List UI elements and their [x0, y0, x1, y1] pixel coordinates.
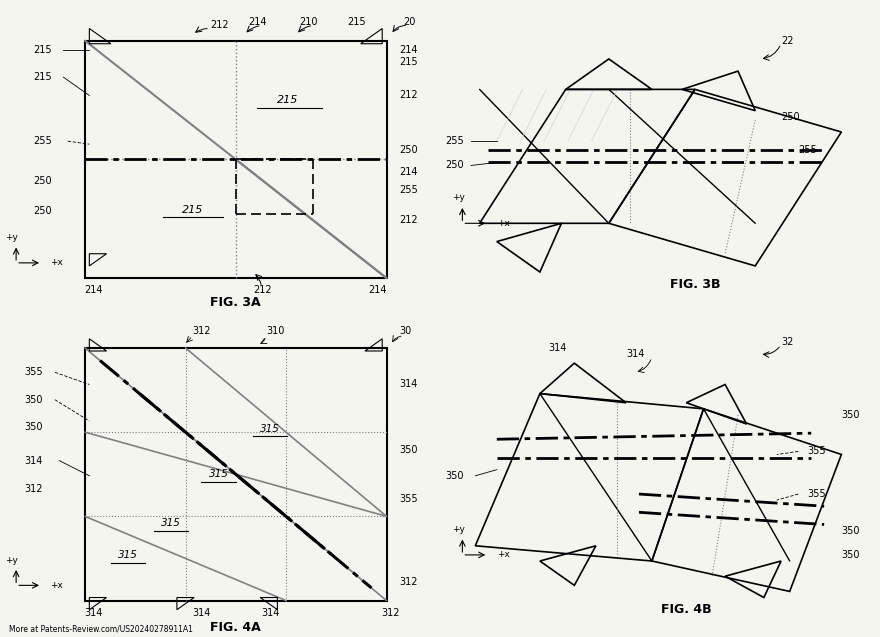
Text: 215: 215 — [182, 204, 203, 215]
Text: 212: 212 — [210, 20, 229, 31]
Text: 32: 32 — [781, 337, 794, 347]
Bar — [85, 41, 386, 278]
Text: 215: 215 — [33, 72, 52, 82]
Text: 210: 210 — [300, 17, 319, 27]
Text: +x: +x — [50, 259, 63, 268]
Text: 250: 250 — [781, 111, 800, 122]
Text: FIG. 4B: FIG. 4B — [661, 603, 712, 616]
Text: 212: 212 — [253, 285, 272, 296]
Text: 312: 312 — [193, 326, 211, 336]
Text: 214: 214 — [400, 166, 418, 176]
Text: 355: 355 — [25, 368, 43, 377]
Text: 355: 355 — [807, 447, 825, 457]
Text: 212: 212 — [400, 215, 418, 225]
Text: +y: +y — [451, 525, 465, 534]
Text: +y: +y — [5, 555, 18, 564]
Text: 312: 312 — [400, 577, 418, 587]
Text: 250: 250 — [400, 145, 418, 155]
Text: 315: 315 — [209, 469, 229, 479]
Text: 314: 314 — [84, 608, 103, 618]
Text: 20: 20 — [404, 17, 416, 27]
Text: 350: 350 — [25, 395, 43, 404]
Text: 250: 250 — [33, 206, 52, 216]
Text: FIG. 4A: FIG. 4A — [210, 622, 261, 634]
Text: +x: +x — [50, 581, 63, 590]
Text: 315: 315 — [260, 424, 280, 434]
Text: +x: +x — [497, 218, 510, 228]
Text: 350: 350 — [841, 526, 860, 536]
Text: 214: 214 — [84, 285, 103, 296]
Text: 255: 255 — [798, 145, 817, 155]
Text: FIG. 3B: FIG. 3B — [670, 278, 720, 290]
Text: 350: 350 — [445, 471, 464, 481]
Text: 30: 30 — [400, 326, 412, 336]
Text: 350: 350 — [25, 422, 43, 432]
Text: 314: 314 — [400, 380, 418, 389]
Text: 350: 350 — [400, 445, 418, 455]
Text: 350: 350 — [841, 410, 860, 420]
Text: 312: 312 — [382, 608, 400, 618]
Text: 314: 314 — [25, 455, 43, 466]
Text: 355: 355 — [400, 494, 418, 504]
Text: 255: 255 — [400, 185, 418, 195]
Text: +y: +y — [451, 194, 465, 203]
Text: 315: 315 — [118, 550, 138, 560]
Text: 314: 314 — [548, 343, 567, 353]
Text: 215: 215 — [277, 95, 298, 105]
Text: 350: 350 — [841, 550, 860, 560]
Text: 215: 215 — [400, 57, 418, 67]
Text: 22: 22 — [781, 36, 794, 46]
Text: 315: 315 — [161, 518, 181, 528]
Text: 215: 215 — [33, 45, 52, 55]
Text: +y: +y — [5, 233, 18, 242]
Text: 215: 215 — [347, 17, 366, 27]
Text: 214: 214 — [248, 17, 267, 27]
Text: 314: 314 — [192, 608, 210, 618]
Text: 312: 312 — [25, 485, 43, 494]
Text: FIG. 3A: FIG. 3A — [210, 296, 261, 309]
Text: 314: 314 — [626, 349, 644, 359]
Text: +x: +x — [497, 550, 510, 559]
Text: 212: 212 — [400, 90, 418, 101]
Text: 214: 214 — [369, 285, 387, 296]
Text: 355: 355 — [807, 489, 825, 499]
Text: 255: 255 — [33, 136, 52, 146]
Text: 214: 214 — [400, 45, 418, 55]
Text: 310: 310 — [266, 326, 284, 336]
Text: 314: 314 — [261, 608, 280, 618]
Bar — [85, 348, 386, 601]
Text: 250: 250 — [33, 176, 52, 186]
Text: 255: 255 — [445, 136, 464, 146]
Text: 250: 250 — [445, 161, 464, 171]
Text: More at Patents-Review.com/US20240278911A1: More at Patents-Review.com/US20240278911… — [9, 625, 193, 634]
